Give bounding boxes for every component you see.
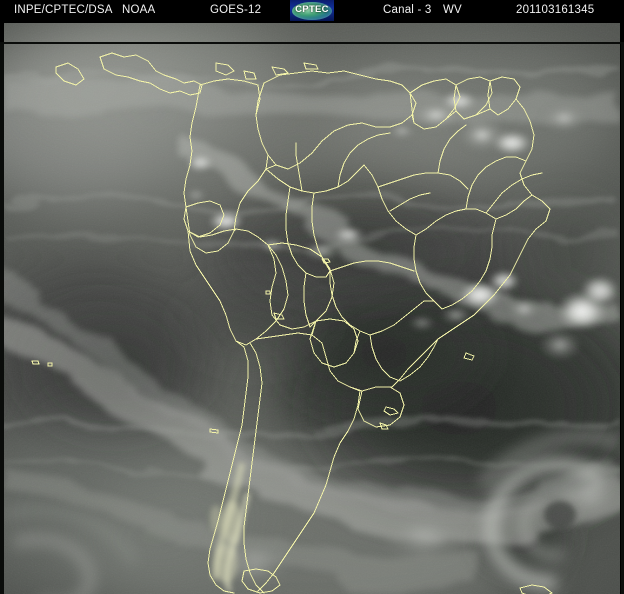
state-border-3 — [415, 208, 497, 236]
header-agency: NOAA — [122, 4, 156, 16]
boundary-island-3 — [271, 66, 289, 76]
andes-highlight — [210, 462, 251, 593]
metadata-header: INPE/CPTEC/DSA NOAA GOES-12 CPTEC Canal … — [0, 0, 624, 21]
boundary-chile-east — [243, 342, 265, 594]
state-border-8 — [329, 270, 371, 336]
water-vapor-imagery — [4, 23, 620, 594]
state-border-5 — [441, 218, 497, 310]
political-boundaries — [31, 52, 553, 594]
state-border-22 — [389, 192, 431, 212]
satellite-image — [4, 23, 620, 594]
state-border-19 — [437, 124, 467, 174]
header-timestamp: 201103161345 — [516, 4, 595, 16]
satellite-image-frame — [0, 21, 624, 594]
island-marker-2 — [47, 362, 53, 367]
inland-feature-1 — [321, 258, 331, 264]
header-product: WV — [443, 4, 462, 16]
state-border-4 — [413, 234, 443, 310]
state-border-10 — [369, 334, 401, 382]
state-border-16 — [465, 156, 527, 210]
cptec-logo-oval — [292, 1, 332, 20]
state-border-15 — [495, 194, 533, 220]
state-border-12 — [285, 186, 331, 278]
frame-edge-top — [0, 42, 624, 44]
boundary-suriname — [453, 76, 493, 120]
state-border-13 — [303, 272, 317, 328]
state-border-20 — [337, 132, 391, 188]
boundary-island-2 — [243, 70, 257, 80]
state-border-9 — [369, 300, 435, 336]
boundary-chile-west — [207, 340, 249, 594]
boundary-island-1 — [215, 62, 235, 76]
frame-edge-right — [621, 42, 624, 594]
cptec-logo: CPTEC — [290, 0, 334, 21]
boundary-ecuador — [183, 200, 225, 238]
boundary-brazil — [233, 98, 551, 392]
lagoa-mirim — [379, 422, 389, 430]
lagoa-dos-patos — [383, 406, 399, 416]
frame-edge-left — [0, 42, 4, 594]
lake-titicaca — [273, 312, 285, 320]
cptec-logo-label: CPTEC — [295, 3, 329, 15]
header-source: INPE/CPTEC/DSA — [14, 4, 113, 16]
boundary-island-4 — [303, 62, 319, 70]
state-border-14 — [353, 330, 361, 354]
boundary-costa-rica — [55, 62, 85, 86]
state-border-6 — [311, 192, 331, 272]
header-satellite: GOES-12 — [210, 4, 262, 16]
inland-feature-2 — [265, 290, 271, 295]
state-border-2 — [363, 164, 417, 236]
inland-feature-3 — [463, 352, 475, 361]
boundary-panama — [99, 52, 203, 96]
island-marker-1 — [31, 360, 40, 365]
state-border-1 — [265, 164, 365, 194]
state-border-17 — [485, 172, 543, 214]
state-border-18 — [377, 172, 469, 190]
boundary-tierra-del-fuego — [241, 568, 281, 594]
header-channel: Canal - 3 — [383, 4, 432, 16]
state-border-21 — [295, 142, 303, 192]
state-border-11 — [399, 338, 439, 382]
island-marker-3 — [209, 428, 219, 434]
state-border-7 — [329, 260, 415, 272]
